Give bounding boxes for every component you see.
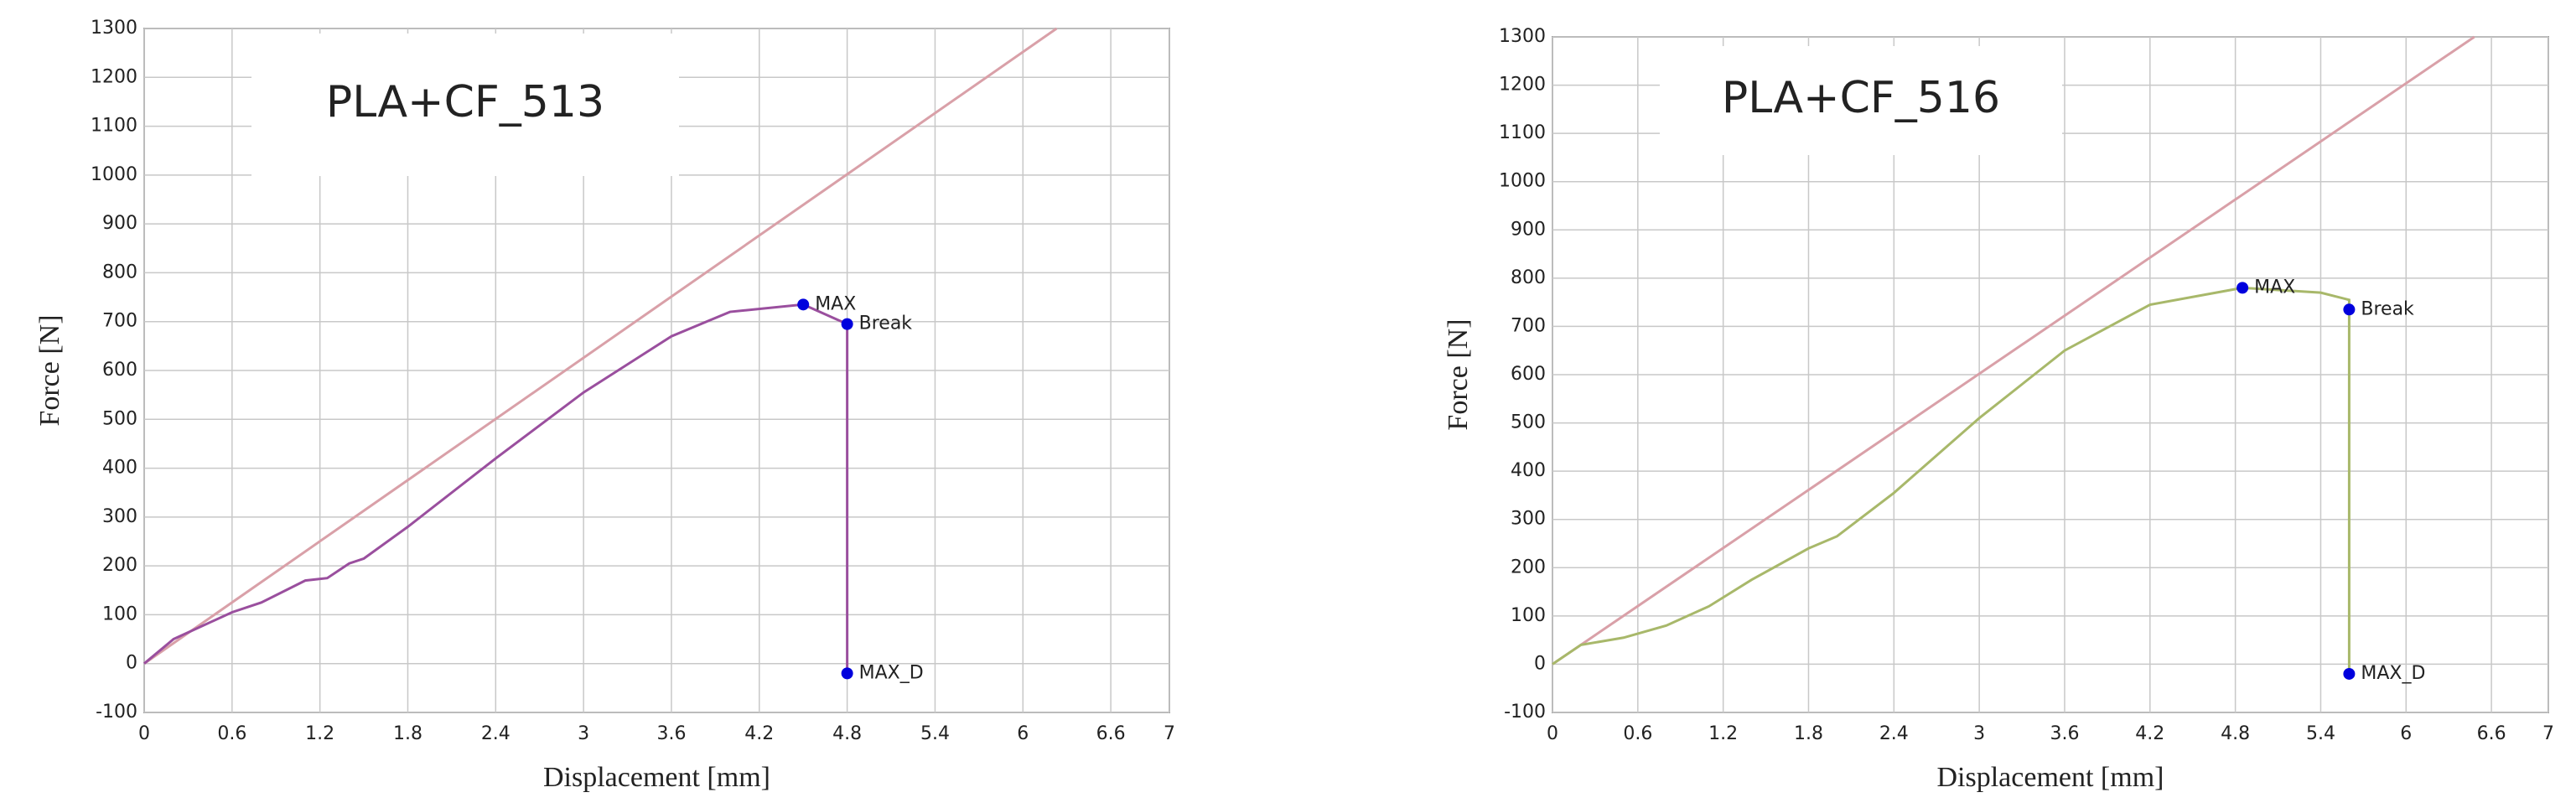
x-tick-label: 2.4 [481, 723, 511, 744]
x-tick-label: 5.4 [920, 723, 950, 744]
y-tick-label: 700 [102, 311, 137, 332]
y-tick-label: 900 [1511, 219, 1546, 240]
force-line [1552, 35, 2475, 666]
x-axis-label: Displacement [mm] [1937, 762, 2164, 793]
x-tick-label: 1.2 [1708, 723, 1738, 744]
point-label: MAX [815, 293, 856, 314]
x-tick-label: 4.2 [2135, 723, 2164, 744]
y-tick-label: 0 [126, 653, 137, 674]
x-tick-label: 0 [1547, 723, 1558, 744]
y-tick-label: 1000 [1499, 171, 1546, 192]
y-tick-label: 800 [102, 262, 137, 282]
y-axis-label: Force [N] [1443, 319, 1474, 430]
y-tick-label: -100 [96, 702, 137, 723]
y-tick-label: 1100 [91, 116, 137, 137]
y-tick-label: 400 [102, 458, 137, 479]
y-tick-label: 1300 [1499, 26, 1546, 47]
point-marker [2343, 303, 2356, 316]
point-marker [841, 318, 853, 330]
x-tick-label: 7 [1164, 723, 1175, 744]
y-tick-label: 700 [1511, 315, 1546, 336]
y-tick-label: 900 [102, 213, 137, 234]
x-tick-label: 3.6 [2050, 723, 2079, 744]
x-tick-label: 0.6 [217, 723, 246, 744]
point-marker [841, 667, 853, 680]
y-tick-label: 500 [1511, 412, 1546, 433]
x-tick-label: 3.6 [656, 723, 686, 744]
y-tick-label: 800 [1511, 267, 1546, 288]
x-tick-label: 0 [138, 723, 150, 744]
y-axis-label: Force [N] [34, 314, 65, 426]
y-tick-label: 0 [1534, 653, 1546, 674]
y-tick-label: 100 [1511, 605, 1546, 626]
point-marker [2343, 667, 2356, 680]
x-tick-label: 6 [2400, 723, 2412, 744]
x-tick-label: 5.4 [2306, 723, 2335, 744]
point-label: MAX_D [859, 662, 924, 683]
chart-title: PLA+CF_516 [1722, 73, 2000, 123]
x-tick-label: 4.8 [832, 723, 862, 744]
x-tick-label: 1.8 [1794, 723, 1823, 744]
x-tick-label: 7 [2542, 723, 2554, 744]
point-marker [797, 298, 810, 311]
x-tick-label: 3 [578, 723, 589, 744]
x-tick-label: 6.6 [2477, 723, 2506, 744]
point-marker [2237, 282, 2249, 294]
x-axis-label: Displacement [mm] [543, 762, 770, 793]
point-label: MAX [2254, 277, 2295, 298]
x-tick-label: 6.6 [1096, 723, 1126, 744]
y-tick-label: 1100 [1499, 122, 1546, 143]
x-tick-label: 2.4 [1879, 723, 1909, 744]
y-tick-label: 300 [1511, 509, 1546, 530]
x-tick-label: 4.8 [2221, 723, 2250, 744]
x-tick-label: 4.2 [744, 723, 774, 744]
x-tick-label: 1.2 [305, 723, 334, 744]
y-tick-label: 200 [102, 555, 137, 576]
point-label: Break [2361, 298, 2414, 319]
y-tick-label: 500 [102, 408, 137, 429]
y-tick-label: 300 [102, 506, 137, 527]
y-tick-label: 100 [102, 603, 137, 624]
x-tick-label: 1.8 [393, 723, 422, 744]
y-tick-label: 1200 [91, 66, 137, 87]
x-tick-label: 6 [1017, 723, 1029, 744]
y-tick-label: 1200 [1499, 75, 1546, 96]
point-label: Break [859, 313, 913, 334]
chart-title: PLA+CF_513 [326, 77, 604, 127]
force-line [1552, 286, 2351, 674]
y-tick-label: 200 [1511, 557, 1546, 578]
x-tick-label: 3 [1973, 723, 1985, 744]
title-box [1660, 46, 2062, 155]
force-line [143, 303, 849, 674]
title-box [251, 34, 679, 176]
y-tick-label: -100 [1504, 702, 1546, 723]
force-line [143, 27, 1058, 665]
y-tick-label: 1300 [91, 18, 137, 39]
y-tick-label: 1000 [91, 164, 137, 185]
point-label: MAX_D [2361, 663, 2425, 684]
y-tick-label: 400 [1511, 460, 1546, 481]
x-tick-label: 0.6 [1623, 723, 1652, 744]
y-tick-label: 600 [1511, 364, 1546, 385]
y-tick-label: 600 [102, 360, 137, 381]
